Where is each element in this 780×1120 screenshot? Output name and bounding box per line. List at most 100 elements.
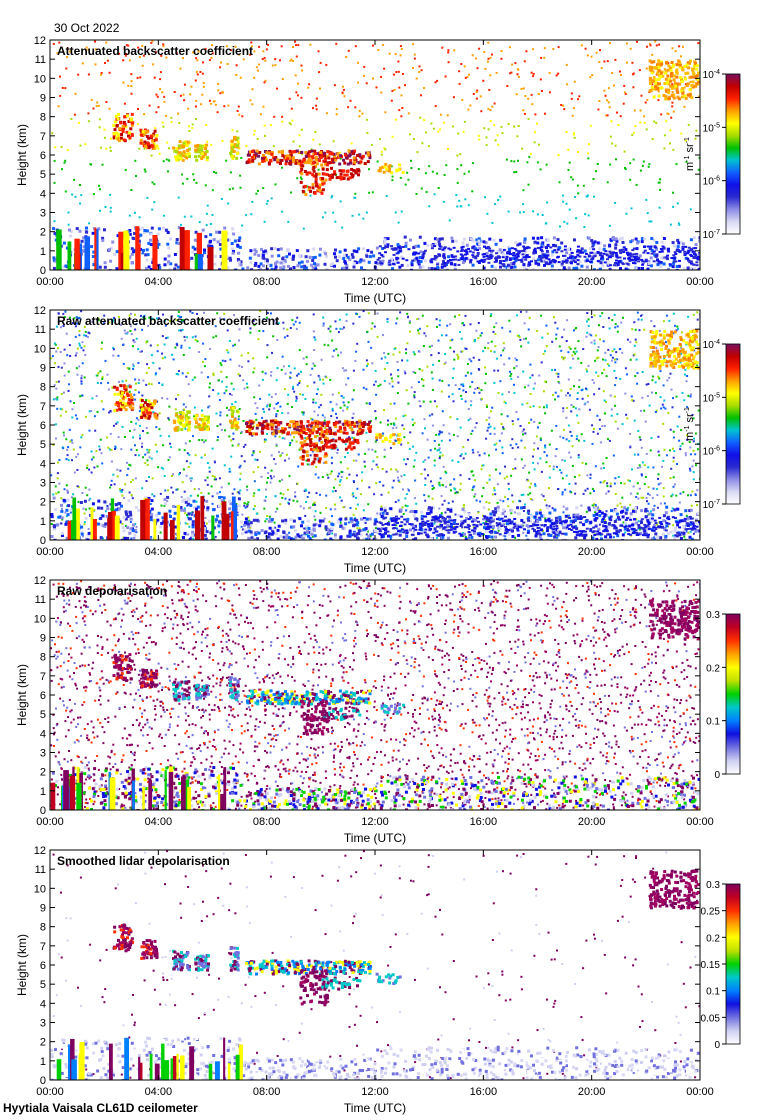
x-tick-label: 04:00 xyxy=(145,546,173,558)
x-tick-label: 04:00 xyxy=(145,816,173,828)
x-tick-label: 16:00 xyxy=(470,816,498,828)
y-axis-label: Height (km) xyxy=(15,934,29,996)
y-tick-label: 5 xyxy=(40,709,46,721)
panel-title: Smoothed lidar depolarisation xyxy=(57,854,230,868)
x-tick-label: 16:00 xyxy=(470,1086,498,1098)
x-tick-label: 00:00 xyxy=(686,546,714,558)
y-tick-label: 10 xyxy=(34,73,46,85)
panel-title: Raw depolarisation xyxy=(57,584,167,598)
y-tick-label: 4 xyxy=(40,998,46,1010)
colorbar-tick-label: 10-4 xyxy=(703,339,720,351)
y-tick-label: 7 xyxy=(40,131,46,143)
y-axis-label: Height (km) xyxy=(15,664,29,726)
colorbar xyxy=(725,73,741,235)
y-tick-label: 6 xyxy=(40,420,46,432)
colorbar-tick-label: 0.3 xyxy=(706,880,720,891)
x-tick-label: 00:00 xyxy=(36,546,64,558)
x-tick-label: 12:00 xyxy=(361,546,389,558)
colorbar xyxy=(725,343,741,505)
y-tick-label: 3 xyxy=(40,478,46,490)
y-tick-label: 12 xyxy=(34,575,46,587)
y-tick-label: 0 xyxy=(40,535,46,547)
x-tick-label: 00:00 xyxy=(36,1086,64,1098)
y-tick-label: 5 xyxy=(40,169,46,181)
y-tick-label: 3 xyxy=(40,748,46,760)
y-tick-label: 8 xyxy=(40,922,46,934)
y-tick-label: 10 xyxy=(34,613,46,625)
y-tick-label: 8 xyxy=(40,112,46,124)
y-tick-label: 6 xyxy=(40,960,46,972)
y-tick-label: 4 xyxy=(40,728,46,740)
y-tick-label: 0 xyxy=(40,805,46,817)
colorbar-tick-label: 0.2 xyxy=(706,663,720,674)
x-tick-label: 00:00 xyxy=(686,276,714,288)
heatmap-field xyxy=(51,40,700,270)
y-tick-label: 8 xyxy=(40,652,46,664)
colorbar-tick-label: 10-5 xyxy=(703,122,720,134)
x-tick-label: 04:00 xyxy=(145,276,173,288)
y-tick-label: 6 xyxy=(40,690,46,702)
y-tick-label: 3 xyxy=(40,208,46,220)
x-tick-label: 12:00 xyxy=(361,1086,389,1098)
y-tick-label: 2 xyxy=(40,1037,46,1049)
y-tick-label: 8 xyxy=(40,382,46,394)
y-tick-label: 3 xyxy=(40,1018,46,1030)
y-tick-label: 1 xyxy=(40,1056,46,1068)
x-tick-label: 00:00 xyxy=(686,1086,714,1098)
colorbar xyxy=(725,613,741,775)
x-tick-label: 16:00 xyxy=(470,276,498,288)
x-axis-label: Time (UTC) xyxy=(344,561,406,575)
colorbar-tick-label: 0 xyxy=(714,770,720,781)
y-tick-label: 6 xyxy=(40,150,46,162)
y-tick-label: 7 xyxy=(40,941,46,953)
colorbar-tick-label: 0.2 xyxy=(706,933,720,944)
y-axis-label: Height (km) xyxy=(15,394,29,456)
colorbar-tick-label: 10-7 xyxy=(703,499,720,511)
plot-background xyxy=(50,850,700,1080)
x-tick-label: 08:00 xyxy=(253,276,281,288)
x-tick-label: 00:00 xyxy=(686,816,714,828)
colorbar-tick-label: 10-7 xyxy=(703,229,720,241)
x-axis-label: Time (UTC) xyxy=(344,291,406,305)
y-tick-label: 10 xyxy=(34,343,46,355)
x-tick-label: 08:00 xyxy=(253,546,281,558)
y-tick-label: 12 xyxy=(34,305,46,317)
x-axis-label: Time (UTC) xyxy=(344,1101,406,1115)
y-tick-label: 5 xyxy=(40,979,46,991)
x-tick-label: 16:00 xyxy=(470,546,498,558)
x-tick-label: 12:00 xyxy=(361,276,389,288)
x-tick-label: 20:00 xyxy=(578,1086,606,1098)
y-tick-label: 7 xyxy=(40,671,46,683)
y-tick-label: 12 xyxy=(34,35,46,47)
colorbar-tick-label: 0.1 xyxy=(706,717,720,728)
colorbar-tick-label: 10-5 xyxy=(703,392,720,404)
colorbar-tick-label: 0.1 xyxy=(706,987,720,998)
panel-title: Raw attenuated backscatter coefficient xyxy=(57,314,279,328)
y-tick-label: 9 xyxy=(40,903,46,915)
y-tick-label: 1 xyxy=(40,516,46,528)
x-tick-label: 08:00 xyxy=(253,1086,281,1098)
y-tick-label: 2 xyxy=(40,227,46,239)
y-tick-label: 0 xyxy=(40,265,46,277)
y-tick-label: 11 xyxy=(35,54,46,66)
plot-background xyxy=(50,40,700,270)
y-tick-label: 4 xyxy=(40,458,46,470)
y-axis-label: Height (km) xyxy=(15,124,29,186)
y-tick-label: 0 xyxy=(40,1075,46,1087)
y-tick-label: 12 xyxy=(34,845,46,857)
y-tick-label: 9 xyxy=(40,363,46,375)
site-label: Hyytiala Vaisala CL61D ceilometer xyxy=(3,1101,198,1115)
x-tick-label: 00:00 xyxy=(36,276,64,288)
colorbar-tick-label: 10-6 xyxy=(703,176,720,188)
colorbar-tick-label: 0.15 xyxy=(701,960,721,971)
colorbar xyxy=(725,883,741,1045)
x-tick-label: 08:00 xyxy=(253,816,281,828)
y-tick-label: 2 xyxy=(40,767,46,779)
y-tick-label: 7 xyxy=(40,401,46,413)
x-tick-label: 04:00 xyxy=(145,1086,173,1098)
y-tick-label: 10 xyxy=(34,883,46,895)
x-tick-label: 20:00 xyxy=(578,276,606,288)
